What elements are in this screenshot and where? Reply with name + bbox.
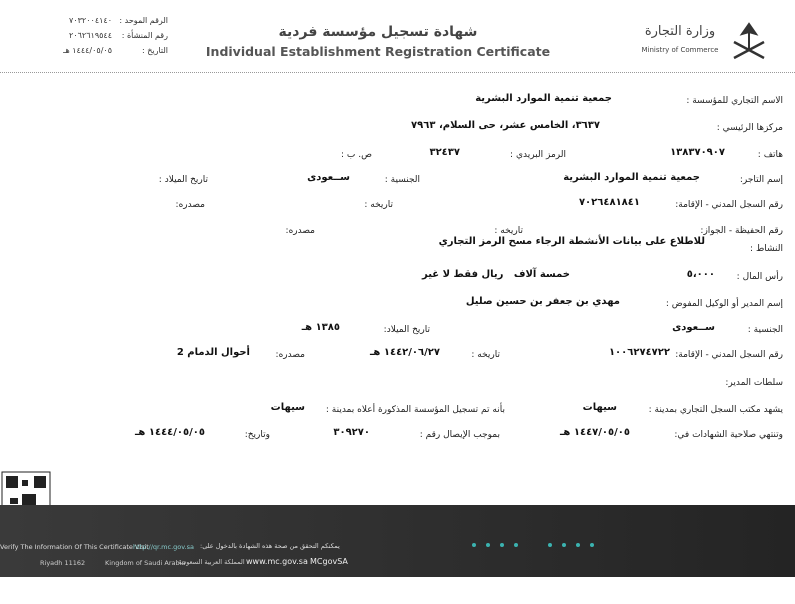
field-label: مصدره: (285, 226, 315, 236)
field-label: وتنتهي صلاحية الشهادات في: (674, 430, 783, 440)
field-label: الاسم التجاري للمؤسسة : (686, 96, 783, 106)
field-value: ١٤٤٤/٠٥/٠٥ هـ (135, 427, 205, 438)
field-value: ١٣٨٥ هـ (301, 322, 340, 333)
field-label: الجنسية : (384, 175, 420, 185)
field-label: هاتف : (757, 150, 783, 160)
verify-ar: يمكنكم التحقق من صحة هذه الشهادة بالدخول… (200, 542, 340, 550)
field-value: سيهات (582, 402, 617, 413)
field-value: ســعودى (307, 172, 350, 183)
field-value: ١٣٨٣٧٠٩٠٧ (670, 147, 725, 158)
ministry-ar: وزارة التجارة (644, 24, 716, 39)
field-value: ٣٢٤٣٧ (429, 147, 460, 158)
field-value: ٥،٠٠٠ (686, 269, 715, 280)
field-label: بموجب الإيصال رقم : (419, 430, 500, 440)
footer-band: Verify The Information Of This Certifica… (0, 505, 795, 577)
field-value: سيهات (270, 402, 305, 413)
ministry-en: Ministry of Commerce (641, 46, 719, 54)
field-label: رقم السجل المدني - الإقامة: (675, 350, 783, 360)
title-en: Individual Establishment Registration Ce… (205, 44, 551, 59)
field-label: مصدره: (275, 350, 305, 360)
field-value: ٣٦٣٧، الخامس عشر، حى السلام، ٧٩٦٣ (411, 120, 600, 131)
field-label: بأنه تم تسجيل المؤسسة المذكورة أعلاه بمد… (325, 405, 505, 415)
field-value: جمعية تنمية الموارد البشرية (563, 172, 700, 183)
field-value: ٧٠٢٦٤٨١٨٤١ (578, 197, 640, 208)
field-value: ١٤٤٢/٠٦/٢٧ هـ (370, 347, 440, 358)
date-label: التاريخ : (141, 46, 168, 55)
field-label: رقم الحفيظة - الجواز: (700, 226, 783, 236)
verify-en: Verify The Information Of This Certifica… (0, 543, 149, 551)
field-value: مهدي بن جعفر بن حسين صليل (465, 296, 620, 307)
field-label: الرمز البريدي : (510, 150, 566, 160)
field-label: وتاريخ: (244, 430, 270, 440)
establishment-number-label: رقم المنشأة : (121, 31, 168, 40)
field-value: ســعودى (672, 322, 715, 333)
establishment-number: ٢٠٦٢٦١٩٥٤٤ (69, 31, 112, 40)
field-label: مركزها الرئيسي : (716, 123, 783, 133)
ministry-logo (733, 22, 765, 60)
field-label: مصدره: (175, 200, 205, 210)
field-value: ٣٠٩٢٧٠ (333, 427, 370, 438)
field-label: تاريخه : (364, 200, 393, 210)
field-label: رأس المال : (736, 272, 783, 282)
website: www.mc.gov.sa (246, 557, 308, 566)
field-value: خمسة آلاف ريال فقط لا غير (422, 269, 570, 280)
field-value: أحوال الدمام 2 (176, 347, 250, 358)
unified-number-label: الرقم الموحد : (119, 16, 168, 25)
field-value: ١٤٤٧/٠٥/٠٥ هـ (560, 427, 630, 438)
country-ar: المملكة العربية السعودية (178, 558, 245, 566)
field-value: للاطلاع على بيانات الأنشطة الرجاء مسح ال… (438, 236, 705, 247)
verify-url: http://qr.mc.gov.sa (133, 543, 195, 551)
social: MCgovSA (310, 557, 348, 566)
field-label: تاريخه : (471, 350, 500, 360)
field-label: إسم التاجر: (739, 175, 783, 185)
postal: Riyadh 11162 (40, 559, 86, 567)
field-label: الجنسية : (747, 325, 783, 335)
field-value: ١٠٠٦٢٧٤٧٢٢ (608, 347, 670, 358)
country-en: Kingdom of Saudi Arabia (105, 559, 186, 567)
title-ar: شهادة تسجيل مؤسسة فردية (278, 24, 478, 40)
field-label: يشهد مكتب السجل التجاري بمدينة : (648, 405, 783, 415)
field-label: إسم المدير أو الوكيل المفوض : (665, 299, 783, 309)
field-label: النشاط : (750, 244, 783, 254)
unified-number: ٧٠٣٢٠٠٤١٤٠ (69, 16, 112, 25)
field-label: تاريخ الميلاد: (383, 325, 430, 335)
field-value: جمعية تنمية الموارد البشرية (475, 93, 612, 104)
field-label: تاريخ الميلاد : (158, 175, 208, 185)
field-label: ص. ب : (341, 150, 372, 160)
header-date: ١٤٤٤/٠٥/٠٥ هـ (63, 46, 112, 55)
dots-decoration (472, 543, 594, 547)
field-label: سلطات المدير: (725, 378, 783, 388)
field-label: تاريخه : (494, 226, 523, 236)
divider (0, 72, 795, 73)
field-label: رقم السجل المدني - الإقامة: (675, 200, 783, 210)
